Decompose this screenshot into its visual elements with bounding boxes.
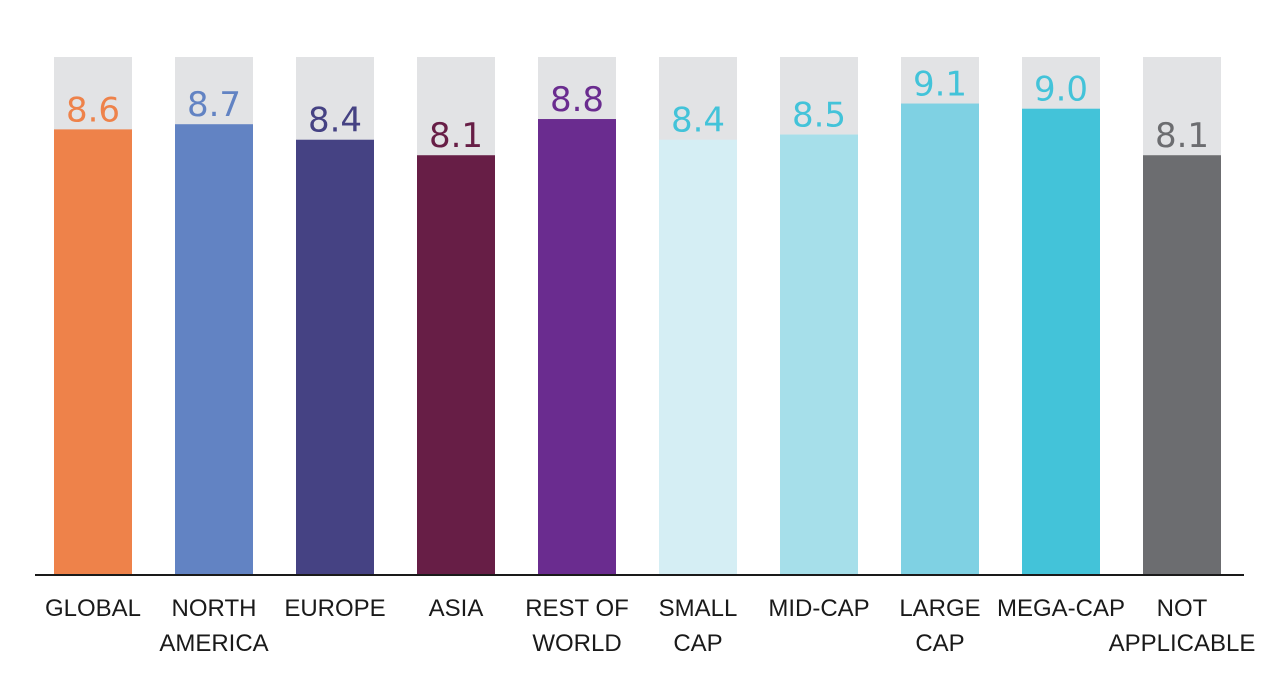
category-label: EUROPE [284,595,385,622]
category-label-line: AMERICA [159,630,268,657]
bar [659,139,737,574]
bar [296,139,374,574]
category-label-line: LARGE [899,595,980,622]
bar [1143,155,1221,575]
category-label-line: APPLICABLE [1109,630,1256,657]
category-label-line: CAP [915,630,964,657]
bar [538,119,616,574]
value-label: 9.1 [913,65,967,105]
category-label-line: MID-CAP [768,595,869,622]
category-label-line: REST OF [525,595,629,622]
category-label-line: MEGA-CAP [997,595,1125,622]
value-labels: 8.6 8.7 8.4 8.1 8.8 8.4 8.5 9.1 9.0 8.1 [66,65,1209,157]
value-label: 8.7 [187,85,241,125]
category-label: NOT APPLICABLE [1109,595,1256,657]
value-label: 8.8 [550,80,604,120]
category-label-line: EUROPE [284,595,385,622]
value-label: 8.1 [1155,116,1209,156]
category-labels: GLOBAL NORTH AMERICA EUROPE ASIA REST OF WORLD… [45,595,1255,657]
category-label-line: WORLD [532,630,621,657]
category-label: NORTH AMERICA [159,595,268,657]
category-label: SMALL CAP [659,595,738,657]
category-label-line: NOT [1157,595,1208,622]
bar [1022,108,1100,574]
value-label: 8.5 [792,96,846,136]
category-label-line: SMALL [659,595,738,622]
category-label-line: CAP [673,630,722,657]
category-label: REST OF WORLD [525,595,629,657]
value-label: 8.4 [671,101,725,141]
bar [417,155,495,575]
category-label-line: NORTH [172,595,257,622]
value-label: 8.1 [429,116,483,156]
data-bars [54,103,1221,575]
category-label: ASIA [429,595,484,622]
value-label: 8.4 [308,101,362,141]
bar [901,103,979,574]
category-label: GLOBAL [45,595,141,622]
value-label: 8.6 [66,90,120,130]
category-label: MEGA-CAP [997,595,1125,622]
category-label-line: GLOBAL [45,595,141,622]
category-label-line: ASIA [429,595,484,622]
bar [175,124,253,575]
bar [780,134,858,575]
value-label: 9.0 [1034,70,1088,110]
category-label: LARGE CAP [899,595,980,657]
bar [54,129,132,574]
category-label: MID-CAP [768,595,869,622]
